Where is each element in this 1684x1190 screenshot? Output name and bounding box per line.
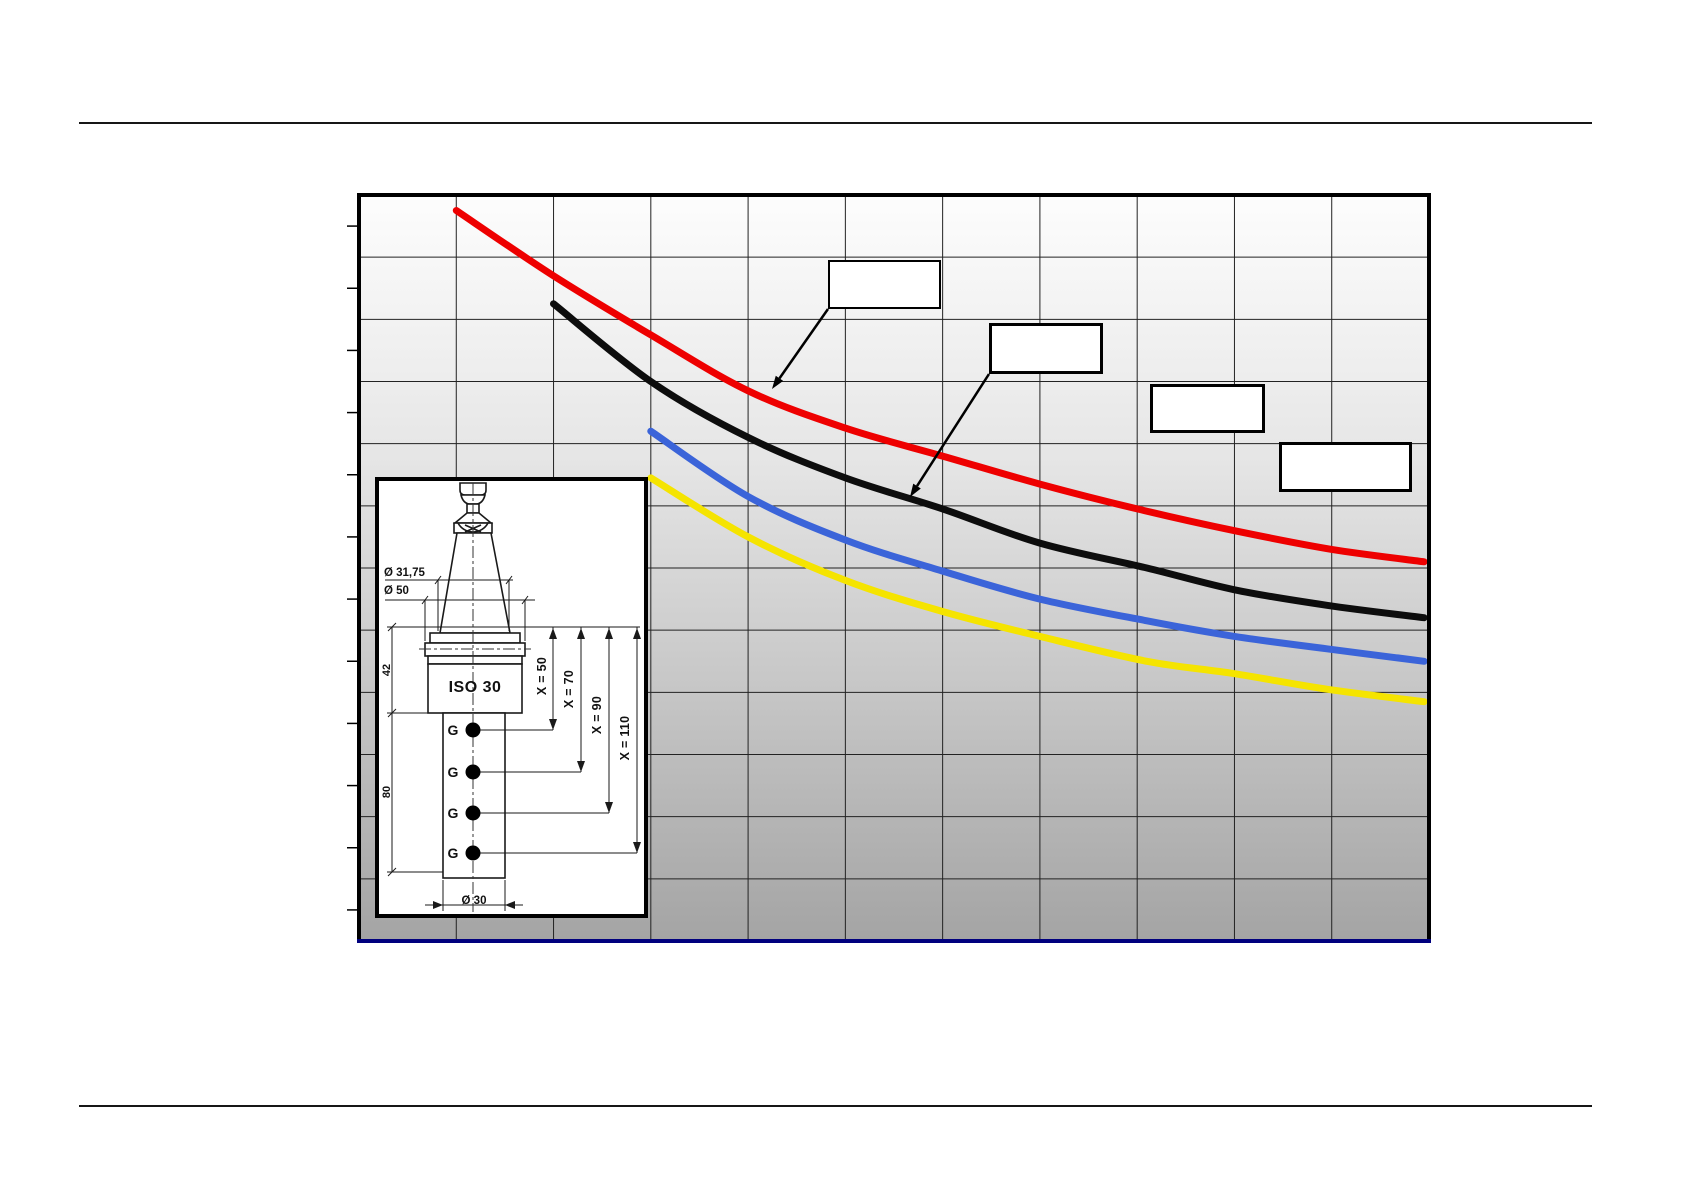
dim-label-x110: X = 110 [618,715,632,761]
g-port-dots [465,722,481,861]
dim-label-42: 42 [381,663,393,677]
callout-box-1-arrowhead [772,375,784,389]
g-port-label-2: G [447,764,459,780]
top-rule [79,122,1592,124]
dim-label-x70: X = 70 [562,669,576,709]
callout-box-2 [989,323,1103,374]
dim-label-taper-diameter: Ø 31,75 [384,567,425,579]
dimension-lines [385,575,640,911]
iso30-block [427,663,523,714]
centerlines [419,483,531,912]
g-port-label-1: G [447,722,459,738]
blue-curve [647,427,1428,665]
callout-box-1-arrow [778,308,830,380]
iso30-title: ISO 30 [448,679,502,696]
g-port-label-3: G [447,805,459,821]
callout-box-4 [1279,442,1412,492]
flange-ring-2 [427,655,523,665]
flange-ring-1 [429,632,521,644]
callout-box-3 [1150,384,1265,433]
bottom-rule [79,1105,1592,1107]
iso30-tool-holder-drawing [385,482,641,912]
dim-label-flange-diameter: Ø 50 [384,585,409,597]
taper-cone [439,532,511,634]
dim-label-80: 80 [381,785,393,799]
callout-box-2-arrow [915,373,991,487]
callout-box-1 [828,260,941,309]
inset-technical-drawing: Ø 31,75 Ø 50 42 80 ISO 30 G G G G X = 50… [375,477,648,918]
callout-box-2-arrowhead [910,483,921,497]
tool-holder-body [424,482,526,879]
dim-label-x90: X = 90 [590,695,604,735]
yellow-curve [647,474,1428,706]
dim-label-shaft-diameter: Ø 30 [461,895,487,907]
black-curve [550,300,1428,622]
dimension-arrowheads [433,628,641,909]
g-port-label-4: G [447,845,459,861]
dim-label-x50: X = 50 [535,656,549,696]
